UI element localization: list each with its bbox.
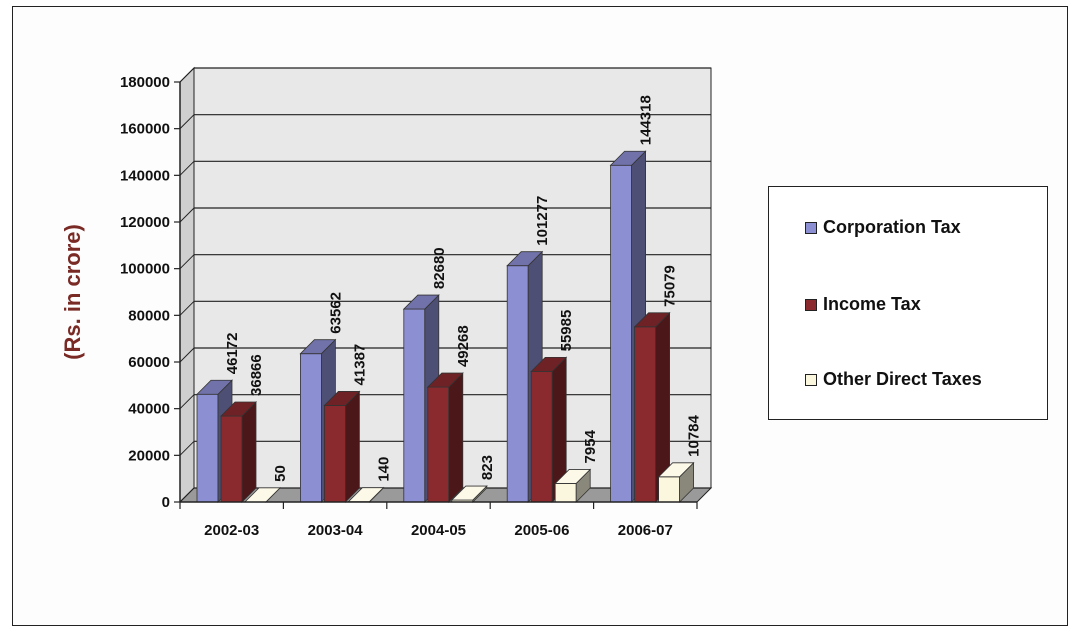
bar-2-2006-07	[635, 327, 656, 502]
bar-3-2005-06	[555, 483, 576, 502]
data-label-3-2003-04: 140	[375, 457, 392, 482]
y-tick-label: 80000	[128, 307, 170, 324]
bar-3-2006-07	[659, 477, 680, 502]
y-tick-label: 40000	[128, 401, 170, 418]
legend-swatch-other-direct-taxes	[805, 374, 817, 386]
y-tick-label: 160000	[120, 121, 170, 138]
legend: Corporation Tax Income Tax Other Direct …	[768, 186, 1048, 420]
y-tick-label: 20000	[128, 447, 170, 464]
bar-2-2004-05	[428, 387, 449, 502]
data-label-2-2004-05: 49268	[455, 325, 472, 367]
x-tick-label: 2004-05	[411, 522, 466, 539]
y-axis-title: (Rs. in crore)	[60, 224, 85, 360]
data-label-2-2002-03: 36866	[248, 354, 265, 396]
bar-side-2-2003-04	[345, 391, 359, 502]
data-label-1-2005-06: 101277	[534, 196, 551, 246]
data-label-1-2006-07: 144318	[638, 95, 655, 145]
legend-item-corporation-tax: Corporation Tax	[805, 217, 961, 238]
y-tick-label: 140000	[120, 167, 170, 184]
data-label-3-2006-07: 10784	[686, 414, 703, 456]
data-label-2-2005-06: 55985	[558, 310, 575, 352]
data-label-2-2003-04: 41387	[351, 344, 368, 386]
bar-1-2002-03	[197, 394, 218, 502]
legend-label-corporation-tax: Corporation Tax	[823, 217, 961, 238]
bar-side-2-2004-05	[449, 373, 463, 502]
x-tick-label: 2003-04	[308, 522, 364, 539]
data-label-3-2002-03: 50	[272, 465, 289, 482]
bar-1-2004-05	[404, 309, 425, 502]
legend-swatch-income-tax	[805, 299, 817, 311]
data-label-1-2002-03: 46172	[224, 333, 241, 375]
x-tick-label: 2002-03	[204, 522, 259, 539]
data-label-3-2004-05: 823	[479, 455, 496, 480]
y-tick-label: 0	[162, 494, 170, 511]
x-tick-label: 2005-06	[514, 522, 569, 539]
bar-side-2-2002-03	[242, 402, 256, 502]
data-label-2-2006-07: 75079	[662, 265, 679, 307]
bar-1-2006-07	[611, 165, 632, 502]
legend-swatch-corporation-tax	[805, 222, 817, 234]
y-tick-label: 100000	[120, 261, 170, 278]
bar-2-2003-04	[324, 405, 345, 502]
bar-1-2003-04	[300, 354, 321, 502]
legend-label-other-direct-taxes: Other Direct Taxes	[823, 369, 982, 390]
data-label-3-2005-06: 7954	[582, 429, 599, 463]
data-label-1-2004-05: 82680	[431, 247, 448, 289]
y-tick-label: 120000	[120, 214, 170, 231]
legend-item-income-tax: Income Tax	[805, 294, 921, 315]
bar-2-2002-03	[221, 416, 242, 502]
side-wall	[180, 68, 194, 502]
bar-1-2005-06	[507, 266, 528, 502]
bar-2-2005-06	[531, 371, 552, 502]
legend-item-other-direct-taxes: Other Direct Taxes	[805, 369, 982, 390]
data-label-1-2003-04: 63562	[327, 292, 344, 334]
y-tick-label: 60000	[128, 354, 170, 371]
legend-label-income-tax: Income Tax	[823, 294, 921, 315]
x-tick-label: 2006-07	[618, 522, 673, 539]
y-tick-label: 180000	[120, 74, 170, 91]
